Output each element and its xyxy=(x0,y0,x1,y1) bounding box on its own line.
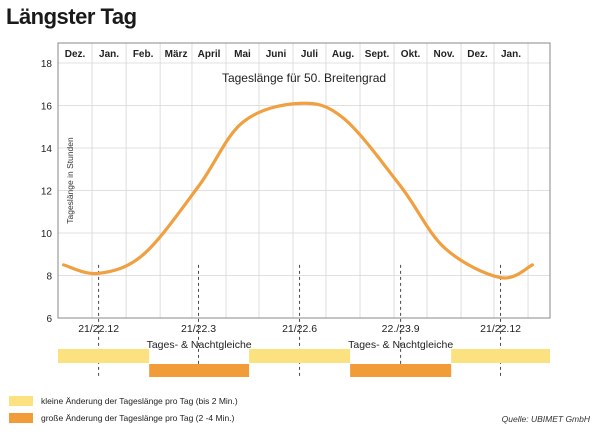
month-label: Aug. xyxy=(332,49,354,60)
marker-date-label: 22./23.9 xyxy=(382,323,420,335)
equinox-label: Tages- & Nachtgleiche xyxy=(147,339,252,351)
marker-date-label: 21/22.12 xyxy=(78,323,119,335)
legend-item-small: kleine Änderung der Tageslänge pro Tag (… xyxy=(9,396,238,406)
month-label: Juli xyxy=(301,49,318,60)
legend-swatch-small xyxy=(9,396,33,406)
month-label: Juni xyxy=(266,49,287,60)
legend-item-large: große Änderung der Tageslänge pro Tag (2… xyxy=(9,413,234,423)
month-label: Feb. xyxy=(133,49,154,60)
y-tick-label: 6 xyxy=(46,314,52,325)
month-label: Sept. xyxy=(365,49,390,60)
chart-annotation: Tageslänge für 50. Breitengrad xyxy=(222,71,386,85)
phase-bar-small xyxy=(451,349,550,363)
y-tick-label: 12 xyxy=(41,187,53,198)
month-label: Dez. xyxy=(65,49,86,60)
phase-bar-large xyxy=(350,364,452,377)
month-label: April xyxy=(198,49,221,60)
y-axis-label: Tageslänge in Stunden xyxy=(65,137,75,224)
marker-date-label: 21/22.3 xyxy=(181,323,216,335)
source-note: Quelle: UBIMET GmbH xyxy=(501,414,590,424)
month-label: Mai xyxy=(234,49,251,60)
phase-bar-large xyxy=(149,364,250,377)
marker-date-label: 21/22.6 xyxy=(282,323,317,335)
marker-date-label: 21/22.12 xyxy=(480,323,521,335)
month-label: Jan. xyxy=(99,49,119,60)
y-tick-label: 14 xyxy=(41,144,53,155)
month-label: Dez. xyxy=(467,49,488,60)
y-tick-label: 10 xyxy=(41,229,53,240)
y-tick-label: 18 xyxy=(41,59,53,70)
equinox-label: Tages- & Nachtgleiche xyxy=(348,339,453,351)
y-tick-label: 8 xyxy=(46,272,52,283)
y-tick-label: 16 xyxy=(41,102,53,113)
month-label: Jan. xyxy=(501,49,521,60)
legend-label-small: kleine Änderung der Tageslänge pro Tag (… xyxy=(41,396,238,406)
month-label: Nov. xyxy=(434,49,455,60)
phase-bar-small xyxy=(58,349,150,363)
month-label: Okt. xyxy=(401,49,421,60)
daylength-chart: Dez. Jan. Feb. März April Mai Juni Juli Aug. Sept… xyxy=(41,42,551,377)
phase-bar-small xyxy=(249,349,351,363)
legend-label-large: große Änderung der Tageslänge pro Tag (2… xyxy=(41,413,235,423)
daylength-curve xyxy=(61,101,535,280)
chart-title: Längster Tag xyxy=(6,4,137,29)
month-label: März xyxy=(165,49,188,60)
plot-frame xyxy=(57,42,551,319)
legend-swatch-large xyxy=(9,413,33,423)
